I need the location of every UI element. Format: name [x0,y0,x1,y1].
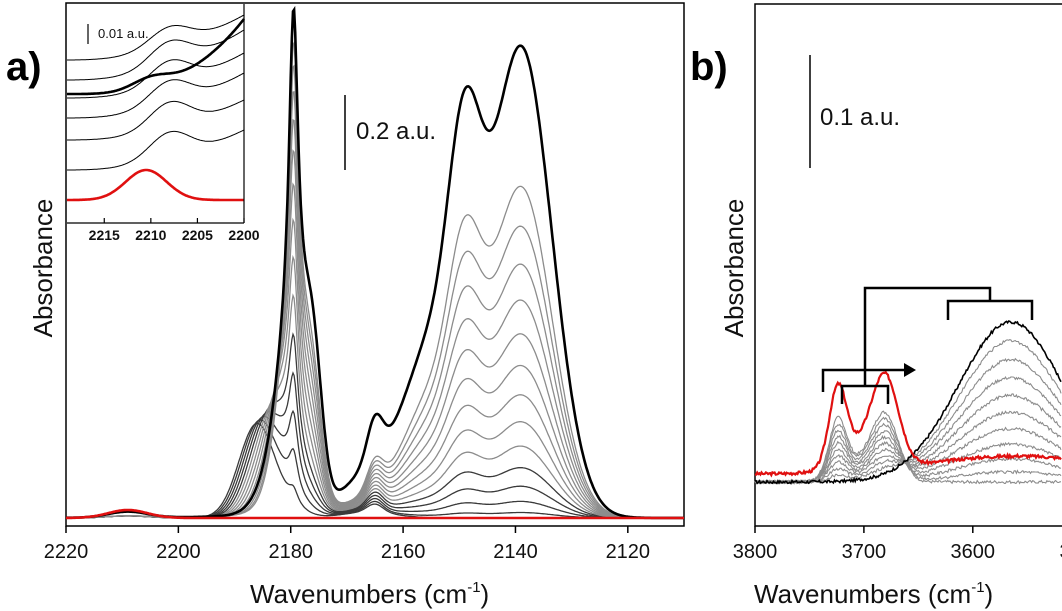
panel-a-x-tick-label: 2160 [381,541,426,563]
panel-a-x-axis-label: Wavenumbers (cm-1) [250,579,489,609]
bracket-left-inner [840,384,890,404]
inset-x-ticks: 2215 2210 2205 2200 [89,218,260,243]
panel-a-x-tick-label: 2140 [493,541,538,563]
panel-a-y-axis-label: Absorbance [28,199,58,338]
bracket-link [863,286,992,386]
inset-x-tick-label: 2215 [89,227,120,243]
panel-a-spectra [65,5,685,520]
inset-spectrum-line [67,52,245,99]
panel-b-y-axis-label: Absorbance [719,199,749,338]
inset-spectrum-line [67,129,245,171]
inset-x-tick-label: 2205 [182,227,213,243]
panel-a-x-tick-label: 2200 [156,541,201,563]
panel-a-x-tick-label: 2220 [44,541,89,563]
inset-spectrum-line [67,168,244,202]
panel-b-scale-label: 0.1 a.u. [820,104,900,131]
inset-spectrum-line [67,14,245,61]
panel-b-x-tick-label: 3500 [1059,541,1062,563]
panel-a-x-tick-label: 2180 [268,541,313,563]
panel-b-spectra [754,320,1062,485]
panel-b-x-ticks: 3800 3700 3600 3500 [733,526,1062,563]
band-assignment-brackets [821,286,1034,404]
inset-x-tick-label: 2210 [135,227,166,243]
panel-a-label: a) [6,45,42,89]
bracket-left-outer [821,368,910,392]
panel-a-inset: 0.01 a.u. 2215 2210 2205 2200 [67,4,260,243]
panel-b-x-axis-label: Wavenumbers (cm-1) [754,579,993,609]
inset-spectrum-line [67,72,245,119]
panel-a-x-tick-label: 2120 [606,541,651,563]
panel-b-label: b) [690,45,728,89]
inset-spectrum-line [67,18,246,96]
panel-b-x-tick-label: 3700 [842,541,887,563]
panel-b-spectrum-line [754,393,1062,485]
inset-spectrum-line [67,99,245,141]
panel-b-spectrum-line [754,370,1062,478]
panel-a-x-ticks: 2220 2200 2180 2160 2140 2120 [44,526,650,563]
panel-b: 3800 3700 3600 3500 b) Absorbance Wavenumbe… [690,3,1062,609]
inset-spectra [67,14,246,202]
inset-spectrum-line [67,29,245,81]
shift-arrow-head [904,363,916,377]
inset-x-tick-label: 2200 [228,227,259,243]
panel-a: 2220 2200 2180 2160 2140 2120 a) Absorbance W… [6,2,685,609]
panel-a-frame [65,2,685,527]
panel-b-frame [754,3,1062,527]
panel-b-x-tick-label: 3800 [733,541,778,563]
panel-a-spectrum-line [66,508,684,520]
bracket-right [946,299,1034,320]
panel-a-spectrum-line [66,332,684,519]
panel-b-x-tick-label: 3600 [951,541,996,563]
panel-a-scale-label: 0.2 a.u. [356,118,436,145]
panel-b-spectrum-line [754,320,1062,485]
inset-scale-label: 0.01 a.u. [98,26,149,41]
